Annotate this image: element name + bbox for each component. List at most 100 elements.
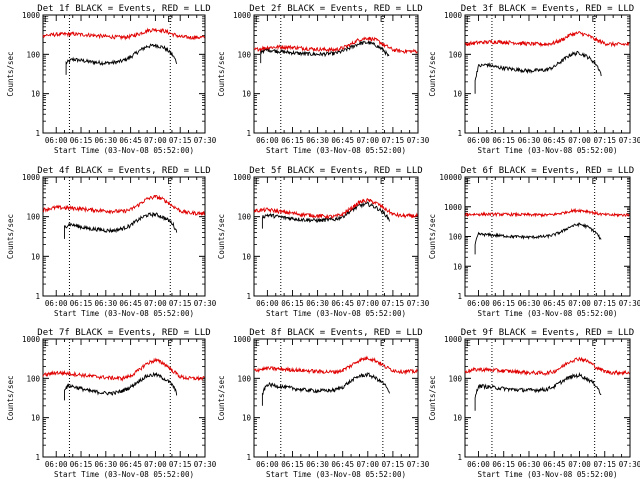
x-tick-label: 07:15 <box>593 136 616 145</box>
x-tick-label: 06:30 <box>306 136 329 145</box>
panel-5: Det 5f BLACK = Events, RED = LLD 1 10 100 10… <box>217 166 430 318</box>
x-tick-label: 06:15 <box>281 299 304 308</box>
series-events-line <box>261 201 390 229</box>
x-axis-label: Start Time (03-Nov-08 05:52:00) <box>54 146 194 155</box>
y-tick-label: 1000 <box>233 173 252 182</box>
flag-end: E <box>592 339 597 348</box>
x-tick-label: 06:00 <box>45 460 68 469</box>
x-tick-label: 07:00 <box>568 460 591 469</box>
y-tick-label: 1 <box>246 453 251 462</box>
x-tick-label: 07:00 <box>357 299 380 308</box>
plot-frame <box>253 338 419 458</box>
y-tick-label: 1 <box>35 292 40 301</box>
x-tick-label: 06:00 <box>45 136 68 145</box>
x-tick-label: 06:15 <box>281 136 304 145</box>
x-tick-label: 07:30 <box>407 460 430 469</box>
x-tick-label: 06:30 <box>306 460 329 469</box>
x-tick-label: 06:30 <box>518 460 541 469</box>
y-tick-label: 1000 <box>22 173 41 182</box>
y-tick-label: 10 <box>242 252 252 261</box>
flag-end: E <box>380 15 385 24</box>
x-tick-label: 07:30 <box>619 136 640 145</box>
x-tick-label: 06:30 <box>306 299 329 308</box>
y-tick-label: 10000 <box>439 173 462 182</box>
x-tick-label: 07:30 <box>407 299 430 308</box>
y-tick-label: 10 <box>453 262 463 271</box>
plot-frame <box>42 14 206 134</box>
y-tick-label: 100 <box>448 374 462 383</box>
x-tick-label: 06:00 <box>256 460 279 469</box>
y-tick-label: 10 <box>31 90 41 99</box>
panel-title: Det 7f BLACK = Events, RED = LLD <box>37 328 210 338</box>
y-tick-label: 1 <box>457 129 462 138</box>
series-lld-line <box>42 194 205 217</box>
x-axis-label: Start Time (03-Nov-08 05:52:00) <box>266 309 406 318</box>
flag-start: E <box>466 15 471 24</box>
flag-start: E <box>466 339 471 348</box>
x-tick-label: 06:45 <box>119 136 142 145</box>
series-lld-line <box>253 198 418 220</box>
series-events-line <box>474 50 602 94</box>
flag-start: E <box>255 339 260 348</box>
series-events-line <box>260 40 390 64</box>
plot-frame <box>42 338 206 458</box>
x-tick-label: 07:00 <box>568 299 591 308</box>
series-lld-line <box>464 207 630 218</box>
y-tick-label: 100 <box>237 50 251 59</box>
x-tick-label: 06:15 <box>70 299 93 308</box>
x-tick-label: 06:30 <box>518 299 541 308</box>
plot-frame <box>42 176 206 297</box>
panel-title: Det 4f BLACK = Events, RED = LLD <box>37 166 210 176</box>
y-axis-label: Counts/sec <box>217 51 226 96</box>
x-tick-label: 07:15 <box>169 299 192 308</box>
panel-6: Det 6f BLACK = Events, RED = LLD 1 10 100 10… <box>428 166 640 318</box>
x-tick-label: 06:45 <box>331 299 354 308</box>
x-axis-label: Start Time (03-Nov-08 05:52:00) <box>266 470 406 479</box>
flag-start: E <box>255 177 260 186</box>
y-tick-label: 100 <box>237 374 251 383</box>
x-tick-label: 07:00 <box>568 136 591 145</box>
y-tick-label: 1 <box>35 129 40 138</box>
y-tick-label: 10 <box>453 90 463 99</box>
flag-start: E <box>255 15 260 24</box>
x-tick-label: 07:15 <box>593 460 616 469</box>
x-tick-label: 07:00 <box>357 460 380 469</box>
panel-title: Det 5f BLACK = Events, RED = LLD <box>249 166 422 176</box>
x-axis-label: Start Time (03-Nov-08 05:52:00) <box>54 470 194 479</box>
series-lld-line <box>253 36 418 55</box>
x-tick-label: 07:30 <box>194 460 217 469</box>
x-tick-label: 06:45 <box>543 136 566 145</box>
x-tick-label: 06:30 <box>95 299 118 308</box>
x-tick-label: 06:30 <box>518 136 541 145</box>
x-tick-label: 06:45 <box>119 460 142 469</box>
panel-title: Det 3f BLACK = Events, RED = LLD <box>461 4 634 14</box>
y-axis-label: Counts/sec <box>6 214 15 259</box>
plot-frame <box>253 176 419 297</box>
x-tick-label: 07:15 <box>593 299 616 308</box>
y-tick-label: 10 <box>242 90 252 99</box>
y-tick-label: 1000 <box>22 11 41 20</box>
series-lld-line <box>464 356 630 377</box>
y-axis-label: Counts/sec <box>6 51 15 96</box>
x-axis-label: Start Time (03-Nov-08 05:52:00) <box>54 309 194 318</box>
y-tick-label: 1000 <box>233 335 252 344</box>
panel-8: Det 8f BLACK = Events, RED = LLD 1 10 100 10… <box>217 328 430 479</box>
plot-frame <box>464 338 631 458</box>
y-axis-label: Counts/sec <box>428 214 437 259</box>
y-tick-label: 1 <box>246 292 251 301</box>
x-tick-label: 07:00 <box>144 299 167 308</box>
y-axis-label: Counts/sec <box>217 375 226 420</box>
x-tick-label: 06:45 <box>119 299 142 308</box>
panel-9: Det 9f BLACK = Events, RED = LLD 1 10 100 10… <box>428 328 640 479</box>
flag-end: E <box>380 177 385 186</box>
series-lld-line <box>42 357 205 382</box>
y-tick-label: 1 <box>457 292 462 301</box>
y-tick-label: 10 <box>242 414 252 423</box>
series-lld-line <box>42 27 205 41</box>
x-tick-label: 06:15 <box>492 299 515 308</box>
series-events-line <box>261 372 390 406</box>
x-tick-label: 06:00 <box>45 299 68 308</box>
y-tick-label: 100 <box>26 50 40 59</box>
x-tick-label: 06:15 <box>70 136 93 145</box>
